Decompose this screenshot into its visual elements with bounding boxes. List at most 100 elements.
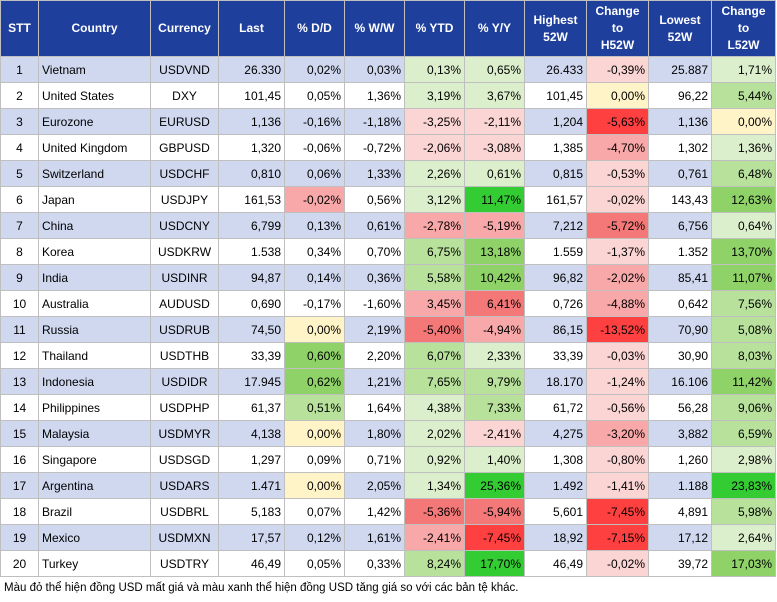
cell-high-52w: 4,275 — [524, 420, 587, 447]
cell-yy: -5,94% — [464, 498, 525, 525]
cell-country: Mexico — [38, 524, 151, 551]
cell-stt: 11 — [0, 316, 39, 343]
cell-high-52w: 86,15 — [524, 316, 587, 343]
cell-high-52w: 0,815 — [524, 160, 587, 187]
cell-currency: USDINR — [150, 264, 219, 291]
cell-dd: 0,09% — [284, 446, 345, 473]
cell-country: Korea — [38, 238, 151, 265]
cell-ytd: -2,41% — [404, 524, 465, 551]
cell-low-52w: 1.188 — [648, 472, 712, 499]
cell-ww: -1,60% — [344, 290, 405, 317]
cell-high-52w: 7,212 — [524, 212, 587, 239]
cell-low-52w: 3,882 — [648, 420, 712, 447]
cell-change-h52w: -7,45% — [586, 498, 649, 525]
cell-yy: 13,18% — [464, 238, 525, 265]
cell-low-52w: 143,43 — [648, 186, 712, 213]
cell-high-52w: 1,385 — [524, 134, 587, 161]
cell-ww: 0,33% — [344, 550, 405, 577]
cell-change-h52w: -0,39% — [586, 56, 649, 83]
cell-ytd: 0,92% — [404, 446, 465, 473]
cell-country: Argentina — [38, 472, 151, 499]
table-row: 10 Australia AUDUSD 0,690 -0,17% -1,60% 3,45% 6… — [0, 290, 776, 317]
cell-ytd: 8,24% — [404, 550, 465, 577]
cell-last: 46,49 — [218, 550, 285, 577]
cell-low-52w: 0,761 — [648, 160, 712, 187]
cell-stt: 20 — [0, 550, 39, 577]
cell-dd: -0,16% — [284, 108, 345, 135]
cell-country: Indonesia — [38, 368, 151, 395]
cell-currency: USDIDR — [150, 368, 219, 395]
cell-ytd: -3,25% — [404, 108, 465, 135]
cell-last: 4,138 — [218, 420, 285, 447]
cell-ytd: 2,02% — [404, 420, 465, 447]
cell-ww: 0,56% — [344, 186, 405, 213]
cell-currency: DXY — [150, 82, 219, 109]
cell-change-h52w: -0,03% — [586, 342, 649, 369]
cell-change-h52w: -0,80% — [586, 446, 649, 473]
cell-change-l52w: 12,63% — [711, 186, 776, 213]
cell-dd: 0,05% — [284, 550, 345, 577]
cell-ytd: -2,06% — [404, 134, 465, 161]
header-ww: % W/W — [344, 0, 405, 57]
cell-ww: 1,80% — [344, 420, 405, 447]
cell-currency: USDTRY — [150, 550, 219, 577]
cell-ww: 0,36% — [344, 264, 405, 291]
cell-country: Eurozone — [38, 108, 151, 135]
header-stt: STT — [0, 0, 39, 57]
cell-ytd: 2,26% — [404, 160, 465, 187]
cell-currency: USDBRL — [150, 498, 219, 525]
cell-country: Russia — [38, 316, 151, 343]
cell-ww: 1,64% — [344, 394, 405, 421]
cell-yy: 0,61% — [464, 160, 525, 187]
cell-ww: 1,33% — [344, 160, 405, 187]
cell-country: Philippines — [38, 394, 151, 421]
header-dd: % D/D — [284, 0, 345, 57]
cell-country: Turkey — [38, 550, 151, 577]
cell-ytd: -5,40% — [404, 316, 465, 343]
cell-currency: USDCHF — [150, 160, 219, 187]
cell-dd: -0,06% — [284, 134, 345, 161]
table-row: 14 Philippines USDPHP 61,37 0,51% 1,64% 4,38% 7… — [0, 394, 776, 421]
cell-low-52w: 1,302 — [648, 134, 712, 161]
cell-ytd: 1,34% — [404, 472, 465, 499]
cell-ytd: 0,13% — [404, 56, 465, 83]
cell-yy: -2,11% — [464, 108, 525, 135]
cell-change-l52w: 5,44% — [711, 82, 776, 109]
cell-yy: 2,33% — [464, 342, 525, 369]
cell-ytd: -2,78% — [404, 212, 465, 239]
table-row: 20 Turkey USDTRY 46,49 0,05% 0,33% 8,24% 17,70%… — [0, 550, 776, 577]
cell-ww: 0,61% — [344, 212, 405, 239]
cell-change-h52w: -4,70% — [586, 134, 649, 161]
cell-yy: -5,19% — [464, 212, 525, 239]
cell-change-h52w: -0,02% — [586, 186, 649, 213]
cell-country: China — [38, 212, 151, 239]
cell-change-l52w: 17,03% — [711, 550, 776, 577]
cell-high-52w: 26.433 — [524, 56, 587, 83]
cell-high-52w: 33,39 — [524, 342, 587, 369]
header-change-h52w: Change to H52W — [586, 0, 649, 57]
cell-dd: 0,62% — [284, 368, 345, 395]
cell-stt: 13 — [0, 368, 39, 395]
cell-change-l52w: 23,83% — [711, 472, 776, 499]
cell-low-52w: 85,41 — [648, 264, 712, 291]
cell-ytd: 4,38% — [404, 394, 465, 421]
cell-last: 26.330 — [218, 56, 285, 83]
cell-ytd: 3,12% — [404, 186, 465, 213]
cell-ww: -0,72% — [344, 134, 405, 161]
header-yy: % Y/Y — [464, 0, 525, 57]
cell-change-h52w: -2,02% — [586, 264, 649, 291]
cell-last: 0,690 — [218, 290, 285, 317]
cell-country: Switzerland — [38, 160, 151, 187]
cell-high-52w: 161,57 — [524, 186, 587, 213]
cell-stt: 12 — [0, 342, 39, 369]
cell-yy: 3,67% — [464, 82, 525, 109]
cell-change-h52w: -7,15% — [586, 524, 649, 551]
cell-currency: USDVND — [150, 56, 219, 83]
table-row: 9 India USDINR 94,87 0,14% 0,36% 5,58% 10,42% 96… — [0, 264, 776, 291]
cell-high-52w: 96,82 — [524, 264, 587, 291]
cell-ytd: 6,07% — [404, 342, 465, 369]
cell-last: 161,53 — [218, 186, 285, 213]
cell-change-h52w: 0,00% — [586, 82, 649, 109]
cell-dd: 0,07% — [284, 498, 345, 525]
cell-change-l52w: 6,59% — [711, 420, 776, 447]
